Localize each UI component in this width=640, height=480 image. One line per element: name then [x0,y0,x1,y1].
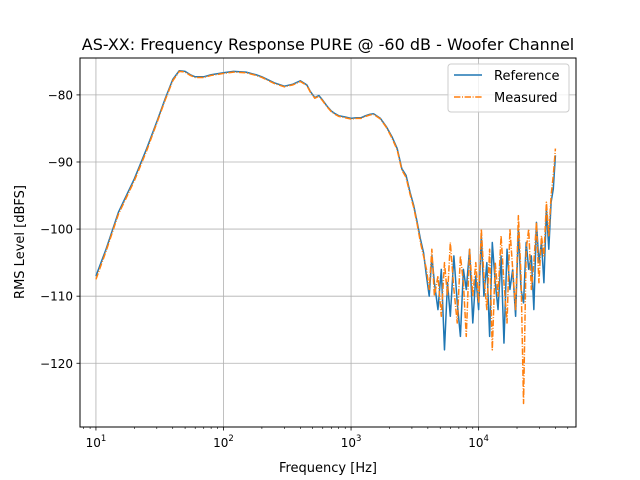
chart-title: AS-XX: Frequency Response PURE @ -60 dB … [82,35,575,54]
y-axis-ticks: −80 −90 −100 −110 −120 [40,88,80,371]
series-line-measured [95,70,557,405]
x-tick-exponent: 1 [101,434,106,444]
x-axis-label: Frequency [Hz] [279,461,377,476]
x-tick-exponent: 3 [356,434,361,444]
legend-label-reference: Reference [494,69,559,84]
plot-series [95,70,557,405]
y-tick-label: −80 [48,88,73,102]
plot-frame [79,57,577,428]
legend-label-measured: Measured [494,91,558,106]
y-tick-label: −100 [40,223,73,237]
legend: Reference Measured [447,63,570,113]
series-line-reference [95,70,557,351]
legend-box [447,63,570,113]
y-tick-label: −120 [40,357,73,371]
y-tick-label: −110 [40,290,73,304]
x-tick-exponent: 4 [484,434,489,444]
x-tick-exponent: 2 [228,434,233,444]
y-axis-label: RMS Level [dBFS] [13,185,28,299]
y-tick-label: −90 [48,155,73,169]
